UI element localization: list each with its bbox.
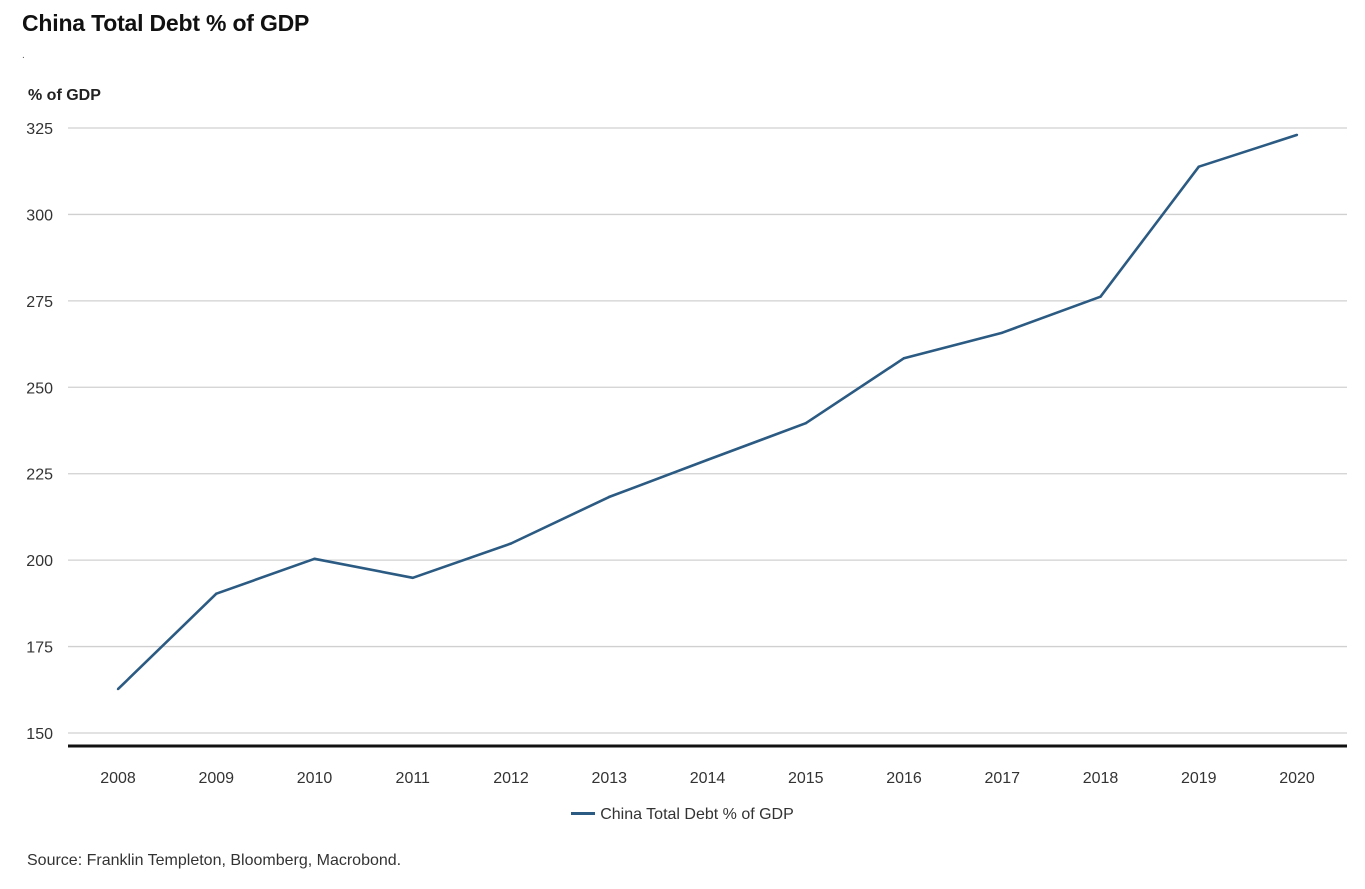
- x-tick-label: 2013: [591, 770, 627, 787]
- legend-swatch: [571, 812, 596, 816]
- x-tick-labels: 2008 2009 2010 2011 2012 2013 2014 2015 2016 2017…: [100, 770, 1315, 787]
- y-axis-label: % of GDP: [28, 87, 101, 104]
- legend-label: China Total Debt % of GDP: [600, 806, 794, 823]
- y-tick-label: 150: [26, 726, 53, 743]
- chart-subtitle: .: [22, 50, 25, 61]
- y-tick-label: 300: [26, 207, 53, 224]
- x-tick-label: 2020: [1279, 770, 1315, 787]
- data-point: [116, 687, 120, 691]
- series-line: [117, 133, 1298, 691]
- x-tick-label: 2012: [493, 770, 529, 787]
- x-tick-label: 2011: [396, 770, 431, 787]
- legend: China Total Debt % of GDP: [0, 806, 1365, 824]
- x-tick-label: 2018: [1083, 770, 1119, 787]
- data-point: [313, 557, 316, 560]
- y-tick-label: 225: [26, 467, 53, 484]
- x-tick-label: 2016: [886, 770, 922, 787]
- x-tick-label: 2008: [100, 770, 136, 787]
- y-tick-label: 325: [26, 121, 53, 138]
- x-tick-label: 2014: [690, 770, 726, 787]
- source-note: Source: Franklin Templeton, Bloomberg, M…: [27, 852, 402, 869]
- x-tick-label: 2017: [984, 770, 1020, 787]
- data-point: [509, 542, 513, 545]
- x-tick-label: 2015: [788, 770, 824, 787]
- data-point: [215, 592, 218, 595]
- data-point: [411, 576, 414, 579]
- data-point: [902, 357, 906, 360]
- y-tick-label: 275: [26, 294, 53, 311]
- data-point: [1001, 331, 1004, 334]
- x-tick-label: 2019: [1181, 770, 1217, 787]
- y-tick-labels: 150 175 200 225 250 275 300 325: [26, 121, 53, 743]
- gridlines: [68, 127, 1347, 734]
- y-tick-label: 250: [26, 380, 53, 397]
- data-point: [1295, 133, 1299, 137]
- chart-title: China Total Debt % of GDP: [22, 10, 310, 36]
- y-tick-label: 200: [26, 553, 53, 570]
- data-point: [1197, 165, 1200, 168]
- data-point: [804, 422, 807, 425]
- series-group: [116, 133, 1299, 691]
- x-tick-label: 2009: [198, 770, 234, 787]
- x-tick-label: 2010: [297, 770, 333, 787]
- y-tick-label: 175: [26, 640, 53, 657]
- data-point: [1099, 295, 1102, 298]
- data-point: [706, 458, 709, 462]
- data-point: [608, 495, 611, 499]
